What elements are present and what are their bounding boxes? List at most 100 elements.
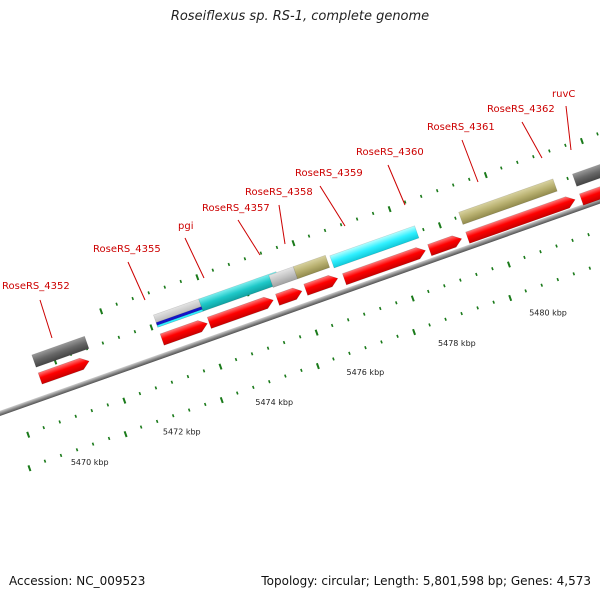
tick-mark	[202, 369, 206, 373]
gene-label[interactable]: RoseRS_4357	[202, 203, 270, 214]
gene-feature-light[interactable]	[268, 266, 299, 288]
cds-arrow[interactable]	[37, 356, 91, 385]
tick-mark	[378, 306, 382, 311]
cds-arrow[interactable]	[427, 233, 464, 257]
tick-mark	[508, 294, 513, 302]
tick-mark	[483, 171, 488, 179]
tick-mark	[211, 268, 215, 272]
feature-track	[0, 160, 600, 411]
gene-label[interactable]: RoseRS_4352	[2, 281, 70, 292]
tick-mark	[187, 408, 191, 412]
tick-mark	[395, 301, 398, 305]
gene-label-connector	[565, 105, 572, 151]
tick-mark	[364, 345, 367, 350]
scale-labels: 5470 kbp 5472 kbp 5474 kbp 5476 kbp 5478 kbp…	[71, 309, 567, 468]
scale-label: 5480 kbp	[529, 309, 567, 318]
tick-mark	[427, 289, 430, 294]
tick-mark	[275, 245, 279, 250]
tick-mark	[236, 391, 239, 395]
tick-mark	[548, 149, 551, 153]
tick-mark	[332, 357, 335, 361]
tick-mark	[195, 274, 200, 281]
tick-mark	[291, 240, 296, 247]
tick-mark	[422, 227, 425, 232]
tick-mark	[323, 228, 327, 233]
tick-mark	[454, 216, 457, 220]
cds-arrow[interactable]	[0, 388, 1, 411]
tick-mark	[579, 137, 584, 145]
gene-label[interactable]: RoseRS_4360	[356, 147, 424, 158]
tick-mark	[227, 262, 231, 267]
tick-mark	[587, 233, 590, 237]
tick-mark	[492, 300, 495, 304]
gene-label-connector	[521, 121, 543, 159]
accession-text: Accession: NC_009523	[9, 574, 146, 588]
genome-summary-text: Topology: circular; Length: 5,801,598 bp…	[261, 574, 591, 588]
tick-mark	[355, 217, 359, 221]
tick-mark	[250, 352, 254, 356]
gene-feature-gray[interactable]	[572, 160, 600, 187]
tick-mark	[179, 279, 183, 284]
tick-mark	[362, 312, 366, 316]
tick-mark	[42, 425, 45, 430]
tick-mark	[516, 160, 519, 165]
tick-mark	[298, 335, 302, 339]
cds-arrow[interactable]	[159, 318, 209, 346]
gene-label[interactable]: ruvC	[552, 89, 575, 100]
tick-mark	[170, 380, 174, 384]
gene-label[interactable]: RoseRS_4355	[93, 244, 161, 255]
gene-label[interactable]: RoseRS_4361	[427, 122, 495, 133]
gene-feature-olive[interactable]	[292, 254, 331, 280]
tick-mark	[133, 330, 137, 334]
gene-label-connector	[39, 299, 53, 339]
gene-label-connector	[184, 237, 205, 279]
tick-mark	[147, 291, 151, 295]
tick-mark	[467, 177, 471, 182]
tick-mark	[186, 374, 190, 379]
cds-arrow[interactable]	[465, 194, 577, 244]
tick-mark	[131, 296, 134, 301]
gene-label[interactable]: pgi	[178, 221, 193, 232]
tick-mark	[555, 244, 558, 248]
tick-mark	[234, 357, 238, 362]
tick-mark	[107, 436, 111, 441]
tick-mark	[163, 285, 167, 289]
tick-mark	[122, 397, 127, 404]
gene-label[interactable]: RoseRS_4358	[245, 187, 313, 198]
tick-mark	[117, 335, 121, 340]
tick-mark	[315, 362, 320, 370]
gene-label[interactable]: RoseRS_4362	[487, 104, 555, 115]
tick-mark	[138, 391, 142, 396]
tick-mark	[500, 166, 503, 170]
tick-mark	[428, 323, 431, 327]
gene-feature-olive[interactable]	[458, 178, 558, 225]
tick-mark	[123, 431, 128, 438]
tick-mark	[219, 396, 224, 404]
tick-mark	[566, 176, 569, 181]
gene-feature-cyan[interactable]	[329, 225, 420, 269]
cds-arrow[interactable]	[206, 295, 275, 329]
cds-arrow[interactable]	[579, 182, 600, 206]
tick-mark	[314, 329, 319, 336]
cds-arrow[interactable]	[303, 273, 340, 296]
cds-arrow[interactable]	[275, 285, 304, 306]
gene-label-connector	[127, 261, 146, 301]
tick-mark	[475, 272, 478, 277]
scale-label: 5478 kbp	[438, 339, 476, 348]
gene-feature-gray[interactable]	[31, 335, 90, 368]
tick-mark	[451, 183, 455, 187]
tick-mark	[371, 211, 375, 216]
tick-mark	[387, 205, 392, 213]
tick-marks	[26, 132, 599, 472]
tick-mark	[330, 323, 334, 328]
tick-mark	[435, 189, 439, 193]
cds-arrow[interactable]	[342, 245, 427, 286]
gene-feature-cyan[interactable]	[156, 309, 204, 328]
tick-mark	[539, 250, 542, 254]
tick-mark	[460, 311, 463, 316]
gene-label-connector	[278, 204, 286, 245]
tick-mark	[282, 340, 286, 345]
gene-labels: RoseRS_4352 RoseRS_4355 pgi RoseRS_4357 Rose…	[2, 89, 575, 292]
gene-label[interactable]: RoseRS_4359	[295, 168, 363, 179]
